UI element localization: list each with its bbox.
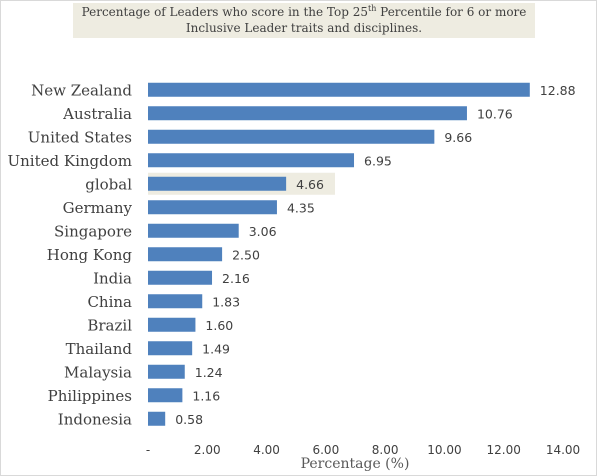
x-tick-label: 4.00 bbox=[253, 443, 280, 457]
data-label: 2.16 bbox=[222, 271, 250, 286]
title-superscript: th bbox=[367, 4, 377, 13]
data-label: 12.88 bbox=[540, 83, 576, 98]
bar bbox=[148, 247, 223, 262]
bar bbox=[148, 388, 183, 403]
category-label: Hong Kong bbox=[47, 246, 133, 264]
bar bbox=[148, 106, 467, 121]
category-label: Thailand bbox=[66, 340, 133, 358]
category-label: China bbox=[87, 293, 132, 311]
category-label: global bbox=[85, 175, 132, 193]
data-label: 4.66 bbox=[296, 177, 324, 192]
data-label: 1.49 bbox=[202, 341, 230, 356]
category-label: Indonesia bbox=[58, 410, 132, 428]
category-label: United Kingdom bbox=[8, 152, 133, 170]
title-line-2: Inclusive Leader traits and disciplines. bbox=[185, 21, 423, 35]
bar bbox=[148, 364, 185, 379]
data-label: 0.58 bbox=[175, 412, 203, 427]
category-label: United States bbox=[28, 128, 132, 146]
x-tick-label: 10.00 bbox=[427, 443, 461, 457]
x-tick-label: 12.00 bbox=[487, 443, 521, 457]
bar bbox=[148, 129, 435, 144]
bar bbox=[148, 317, 196, 332]
category-label: New Zealand bbox=[31, 81, 132, 99]
data-label: 1.16 bbox=[192, 388, 220, 403]
bar bbox=[148, 294, 203, 309]
title-suffix: Percentile for 6 or more bbox=[376, 5, 527, 19]
data-label: 3.06 bbox=[249, 224, 277, 239]
category-label: India bbox=[93, 269, 132, 287]
bar bbox=[148, 223, 239, 238]
x-tick-label: 2.00 bbox=[194, 443, 221, 457]
data-label: 1.60 bbox=[205, 318, 233, 333]
x-tick-label: - bbox=[146, 443, 150, 457]
category-label: Brazil bbox=[87, 316, 132, 334]
category-label: Australia bbox=[62, 105, 132, 123]
data-label: 9.66 bbox=[444, 130, 472, 145]
category-label: Singapore bbox=[54, 222, 132, 240]
bar bbox=[148, 200, 277, 215]
data-label: 1.83 bbox=[212, 294, 240, 309]
bar bbox=[148, 153, 355, 168]
bar bbox=[148, 82, 530, 97]
x-axis-label: Percentage (%) bbox=[301, 456, 410, 472]
data-label: 10.76 bbox=[477, 106, 513, 121]
x-tick-label: 6.00 bbox=[312, 443, 339, 457]
bar bbox=[148, 411, 166, 426]
category-label: Germany bbox=[63, 199, 133, 217]
bar bbox=[148, 270, 213, 285]
data-label: 1.24 bbox=[195, 365, 223, 380]
x-tick-label: 8.00 bbox=[372, 443, 399, 457]
category-label: Philippines bbox=[48, 387, 132, 405]
x-tick-label: 14.00 bbox=[546, 443, 580, 457]
bar bbox=[148, 176, 287, 191]
data-label: 2.50 bbox=[232, 247, 260, 262]
bar bbox=[148, 341, 193, 356]
chart-title: Percentage of Leaders who score in the T… bbox=[73, 3, 535, 38]
category-label: Malaysia bbox=[64, 363, 132, 381]
data-label: 6.95 bbox=[364, 153, 392, 168]
data-label: 4.35 bbox=[287, 200, 315, 215]
title-prefix: Percentage of Leaders who score in the T… bbox=[81, 5, 368, 19]
